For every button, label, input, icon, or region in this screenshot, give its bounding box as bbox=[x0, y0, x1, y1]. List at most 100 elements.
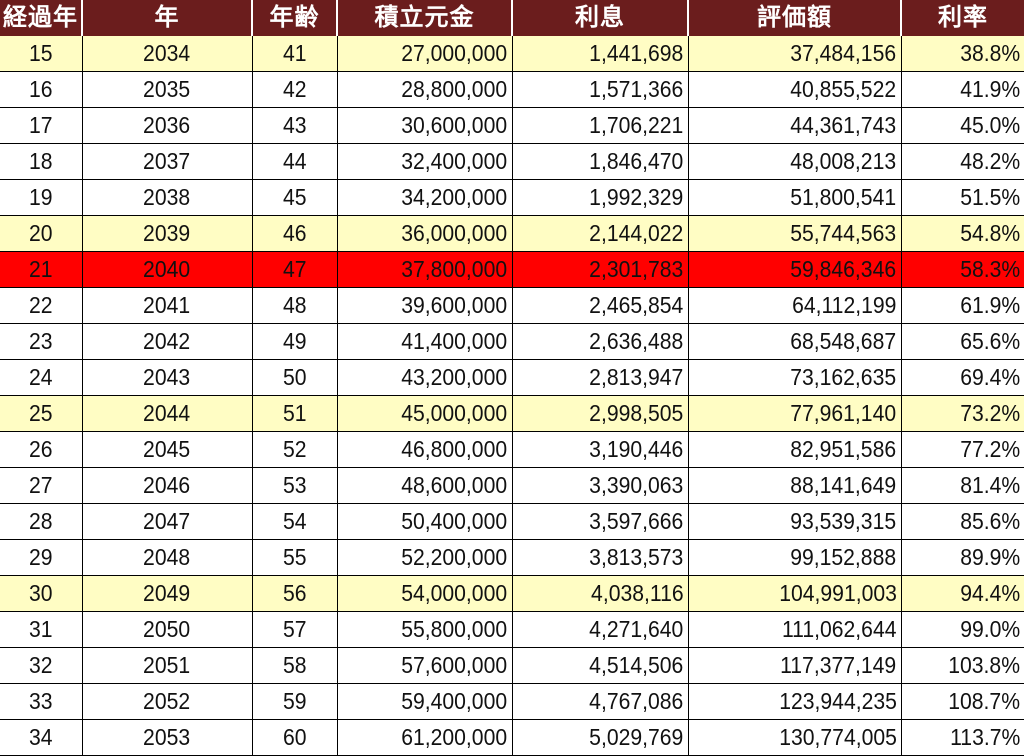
cell-elapsed[interactable]: 33 bbox=[0, 683, 83, 720]
cell-value[interactable]: 117,377,149 bbox=[688, 647, 902, 684]
cell-elapsed[interactable]: 24 bbox=[0, 359, 83, 396]
cell-year[interactable]: 2044 bbox=[82, 395, 253, 432]
cell-elapsed[interactable]: 26 bbox=[0, 431, 83, 468]
cell-interest[interactable]: 2,144,022 bbox=[512, 215, 689, 252]
cell-rate[interactable]: 41.9% bbox=[901, 71, 1024, 108]
cell-rate[interactable]: 48.2% bbox=[901, 143, 1024, 180]
cell-interest[interactable]: 2,301,783 bbox=[512, 251, 689, 288]
cell-age[interactable]: 47 bbox=[252, 251, 338, 288]
cell-value[interactable]: 37,484,156 bbox=[688, 36, 902, 72]
cell-year[interactable]: 2035 bbox=[82, 71, 253, 108]
cell-elapsed[interactable]: 20 bbox=[0, 215, 83, 252]
cell-age[interactable]: 55 bbox=[252, 539, 338, 576]
cell-value[interactable]: 44,361,743 bbox=[688, 107, 902, 144]
cell-elapsed[interactable]: 19 bbox=[0, 179, 83, 216]
cell-value[interactable]: 111,062,644 bbox=[688, 611, 902, 648]
cell-rate[interactable]: 99.0% bbox=[901, 611, 1024, 648]
cell-year[interactable]: 2051 bbox=[82, 647, 253, 684]
cell-value[interactable]: 123,944,235 bbox=[688, 683, 902, 720]
cell-principal[interactable]: 55,800,000 bbox=[337, 611, 513, 648]
cell-principal[interactable]: 36,000,000 bbox=[337, 215, 513, 252]
cell-year[interactable]: 2049 bbox=[82, 575, 253, 612]
cell-rate[interactable]: 108.7% bbox=[901, 683, 1024, 720]
cell-elapsed[interactable]: 32 bbox=[0, 647, 83, 684]
cell-rate[interactable]: 81.4% bbox=[901, 467, 1024, 504]
cell-rate[interactable]: 103.8% bbox=[901, 647, 1024, 684]
cell-year[interactable]: 2043 bbox=[82, 359, 253, 396]
cell-age[interactable]: 42 bbox=[252, 71, 338, 108]
cell-age[interactable]: 59 bbox=[252, 683, 338, 720]
cell-rate[interactable]: 45.0% bbox=[901, 107, 1024, 144]
column-header-elapsed[interactable]: 経過年 bbox=[0, 0, 83, 36]
cell-rate[interactable]: 54.8% bbox=[901, 215, 1024, 252]
cell-principal[interactable]: 43,200,000 bbox=[337, 359, 513, 396]
cell-principal[interactable]: 41,400,000 bbox=[337, 323, 513, 360]
cell-value[interactable]: 130,774,005 bbox=[688, 719, 902, 756]
cell-interest[interactable]: 2,813,947 bbox=[512, 359, 689, 396]
cell-interest[interactable]: 2,465,854 bbox=[512, 287, 689, 324]
cell-value[interactable]: 88,141,649 bbox=[688, 467, 902, 504]
column-header-rate[interactable]: 利率 bbox=[901, 0, 1024, 36]
cell-age[interactable]: 41 bbox=[252, 36, 338, 72]
cell-age[interactable]: 43 bbox=[252, 107, 338, 144]
cell-age[interactable]: 60 bbox=[252, 719, 338, 756]
cell-principal[interactable]: 50,400,000 bbox=[337, 503, 513, 540]
cell-elapsed[interactable]: 27 bbox=[0, 467, 83, 504]
cell-principal[interactable]: 37,800,000 bbox=[337, 251, 513, 288]
cell-rate[interactable]: 65.6% bbox=[901, 323, 1024, 360]
cell-value[interactable]: 51,800,541 bbox=[688, 179, 902, 216]
cell-interest[interactable]: 3,190,446 bbox=[512, 431, 689, 468]
cell-elapsed[interactable]: 18 bbox=[0, 143, 83, 180]
cell-interest[interactable]: 1,846,470 bbox=[512, 143, 689, 180]
cell-value[interactable]: 68,548,687 bbox=[688, 323, 902, 360]
cell-rate[interactable]: 85.6% bbox=[901, 503, 1024, 540]
cell-age[interactable]: 53 bbox=[252, 467, 338, 504]
cell-interest[interactable]: 1,571,366 bbox=[512, 71, 689, 108]
cell-year[interactable]: 2034 bbox=[82, 36, 253, 72]
column-header-interest[interactable]: 利息 bbox=[512, 0, 689, 36]
cell-year[interactable]: 2052 bbox=[82, 683, 253, 720]
cell-year[interactable]: 2046 bbox=[82, 467, 253, 504]
cell-elapsed[interactable]: 25 bbox=[0, 395, 83, 432]
cell-year[interactable]: 2036 bbox=[82, 107, 253, 144]
cell-interest[interactable]: 4,271,640 bbox=[512, 611, 689, 648]
cell-rate[interactable]: 77.2% bbox=[901, 431, 1024, 468]
cell-principal[interactable]: 45,000,000 bbox=[337, 395, 513, 432]
cell-value[interactable]: 99,152,888 bbox=[688, 539, 902, 576]
cell-elapsed[interactable]: 16 bbox=[0, 71, 83, 108]
cell-age[interactable]: 54 bbox=[252, 503, 338, 540]
cell-interest[interactable]: 4,038,116 bbox=[512, 575, 689, 612]
cell-age[interactable]: 48 bbox=[252, 287, 338, 324]
cell-interest[interactable]: 2,998,505 bbox=[512, 395, 689, 432]
cell-age[interactable]: 52 bbox=[252, 431, 338, 468]
cell-rate[interactable]: 58.3% bbox=[901, 251, 1024, 288]
cell-principal[interactable]: 27,000,000 bbox=[337, 36, 513, 72]
cell-year[interactable]: 2048 bbox=[82, 539, 253, 576]
cell-year[interactable]: 2038 bbox=[82, 179, 253, 216]
cell-elapsed[interactable]: 34 bbox=[0, 719, 83, 756]
cell-age[interactable]: 51 bbox=[252, 395, 338, 432]
cell-age[interactable]: 57 bbox=[252, 611, 338, 648]
cell-year[interactable]: 2053 bbox=[82, 719, 253, 756]
cell-principal[interactable]: 59,400,000 bbox=[337, 683, 513, 720]
cell-age[interactable]: 45 bbox=[252, 179, 338, 216]
cell-principal[interactable]: 46,800,000 bbox=[337, 431, 513, 468]
cell-principal[interactable]: 28,800,000 bbox=[337, 71, 513, 108]
cell-principal[interactable]: 39,600,000 bbox=[337, 287, 513, 324]
cell-rate[interactable]: 51.5% bbox=[901, 179, 1024, 216]
column-header-principal[interactable]: 積立元金 bbox=[337, 0, 513, 36]
cell-interest[interactable]: 5,029,769 bbox=[512, 719, 689, 756]
cell-value[interactable]: 59,846,346 bbox=[688, 251, 902, 288]
cell-interest[interactable]: 3,597,666 bbox=[512, 503, 689, 540]
cell-value[interactable]: 73,162,635 bbox=[688, 359, 902, 396]
cell-principal[interactable]: 54,000,000 bbox=[337, 575, 513, 612]
cell-principal[interactable]: 57,600,000 bbox=[337, 647, 513, 684]
cell-interest[interactable]: 1,992,329 bbox=[512, 179, 689, 216]
cell-year[interactable]: 2040 bbox=[82, 251, 253, 288]
cell-principal[interactable]: 61,200,000 bbox=[337, 719, 513, 756]
cell-value[interactable]: 104,991,003 bbox=[688, 575, 902, 612]
cell-rate[interactable]: 61.9% bbox=[901, 287, 1024, 324]
cell-principal[interactable]: 34,200,000 bbox=[337, 179, 513, 216]
column-header-age[interactable]: 年齢 bbox=[252, 0, 338, 36]
cell-interest[interactable]: 3,813,573 bbox=[512, 539, 689, 576]
